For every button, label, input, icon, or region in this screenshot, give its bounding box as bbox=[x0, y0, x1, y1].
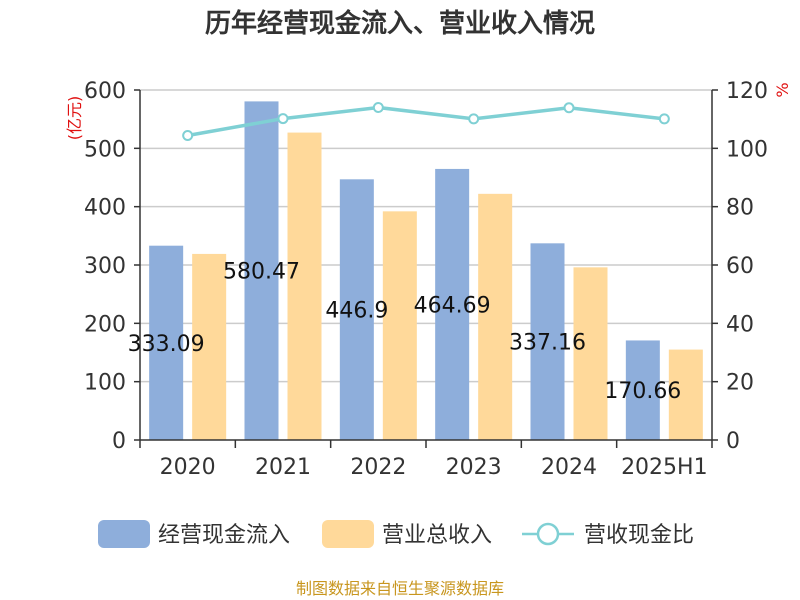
legend-swatch-revenue bbox=[322, 520, 374, 548]
bar-revenue bbox=[382, 211, 417, 440]
legend: 经营现金流入 营业总收入 营收现金比 bbox=[98, 520, 694, 548]
right-tick-label: 120 bbox=[726, 79, 768, 104]
bar-revenue bbox=[573, 267, 608, 440]
ratio-point bbox=[277, 113, 289, 125]
right-tick-label: 40 bbox=[726, 312, 754, 337]
ratio-point bbox=[372, 102, 384, 113]
bar-cash-inflow bbox=[244, 101, 279, 440]
ratio-point bbox=[468, 113, 480, 125]
x-tick-label: 2024 bbox=[541, 455, 597, 480]
bar-revenue bbox=[287, 132, 322, 441]
bars bbox=[149, 101, 703, 441]
data-source: 制图数据来自恒生聚源数据库 bbox=[296, 579, 504, 598]
legend-label-cash-inflow: 经营现金流入 bbox=[158, 523, 290, 548]
ratio-line-path bbox=[187, 105, 665, 138]
legend-swatch-ratio-marker bbox=[536, 522, 560, 546]
bar-revenue bbox=[478, 193, 513, 440]
ratio-point bbox=[563, 102, 575, 114]
bar-cash-inflow bbox=[339, 179, 374, 440]
bar-cash-inflow bbox=[625, 340, 660, 440]
data-labels: 333.09 580.47 446.9 464.69 337.16 170.66 bbox=[128, 260, 682, 405]
x-tick-label: 2021 bbox=[255, 455, 311, 480]
data-label: 580.47 bbox=[223, 260, 300, 285]
data-label: 464.69 bbox=[414, 293, 491, 318]
x-tick-label: 2025H1 bbox=[621, 455, 708, 480]
legend-label-revenue: 营业总收入 bbox=[382, 523, 492, 548]
bar-cash-inflow bbox=[149, 245, 184, 440]
x-tick-label: 2020 bbox=[160, 455, 216, 480]
legend-label-ratio: 营收现金比 bbox=[584, 523, 694, 548]
gridlines bbox=[140, 89, 712, 383]
left-tick-label: 400 bbox=[84, 196, 126, 221]
x-tick-label: 2023 bbox=[446, 455, 502, 480]
ratio-point bbox=[658, 113, 670, 125]
right-tick-label: 20 bbox=[726, 371, 754, 396]
data-label: 333.09 bbox=[128, 332, 205, 357]
x-tick-label: 2022 bbox=[350, 455, 406, 480]
data-label: 446.9 bbox=[325, 299, 388, 324]
left-axis-unit: (亿元) bbox=[65, 96, 84, 141]
left-tick-label: 600 bbox=[84, 79, 126, 104]
right-tick-label: 60 bbox=[726, 254, 754, 279]
left-tick-label: 500 bbox=[84, 137, 126, 162]
right-tick-label: 100 bbox=[726, 137, 768, 162]
right-tick-label: 80 bbox=[726, 196, 754, 221]
ratio-line bbox=[182, 102, 670, 141]
bar-revenue bbox=[668, 349, 703, 440]
left-tick-label: 200 bbox=[84, 312, 126, 337]
bar-cash-inflow bbox=[435, 168, 470, 440]
chart-title: 历年经营现金流入、营业收入情况 bbox=[205, 8, 595, 39]
ratio-point bbox=[182, 130, 194, 141]
axes: 0 100 200 300 400 500 600 0 20 40 60 80 100 120 2020 20… bbox=[84, 79, 768, 480]
right-tick-label: 0 bbox=[726, 429, 740, 454]
data-label: 170.66 bbox=[604, 379, 681, 404]
left-tick-label: 300 bbox=[84, 254, 126, 279]
bar-cash-inflow bbox=[530, 243, 565, 440]
bar-revenue bbox=[192, 253, 227, 440]
legend-swatch-cash-inflow bbox=[98, 520, 150, 548]
right-axis-unit: % bbox=[773, 82, 792, 97]
data-label: 337.16 bbox=[509, 331, 586, 356]
left-tick-label: 100 bbox=[84, 371, 126, 396]
left-tick-label: 0 bbox=[112, 429, 126, 454]
